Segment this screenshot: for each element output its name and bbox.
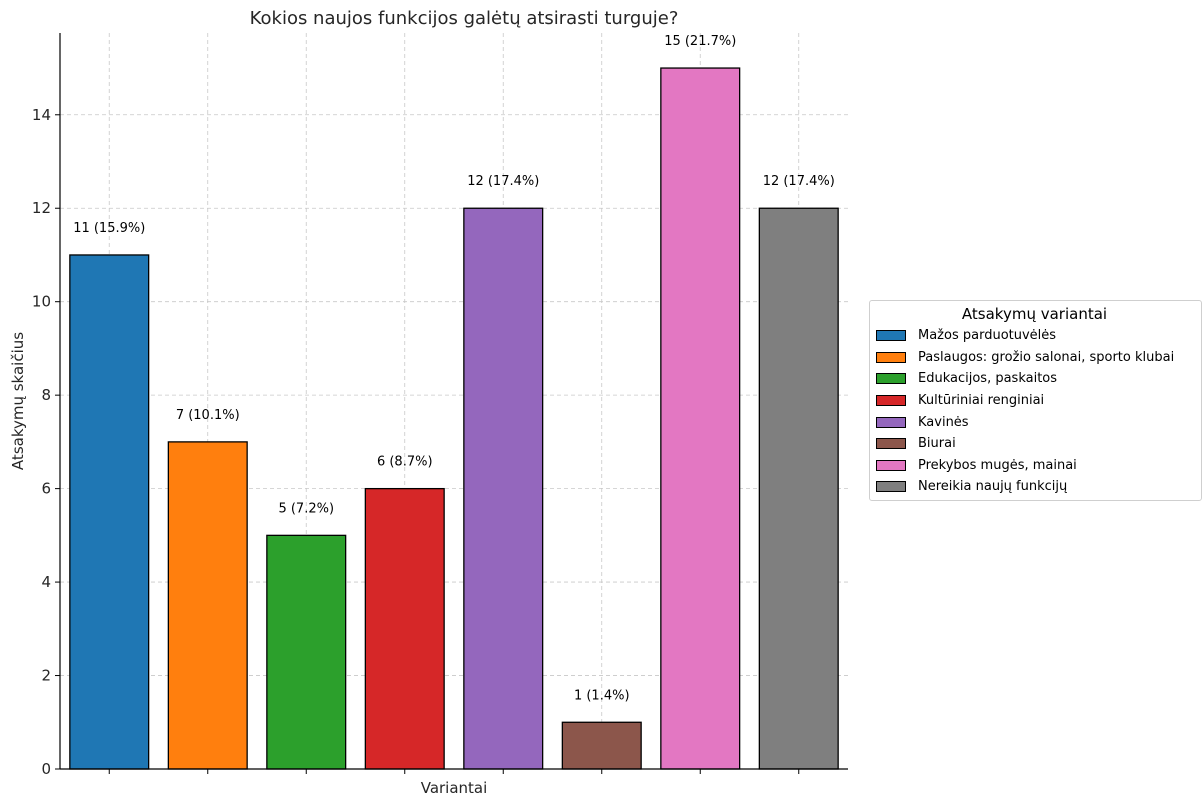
bars [69, 67, 839, 770]
data-label: 11 (15.9%) [73, 221, 145, 236]
legend-item: Nereikia naujų funkcijų [876, 476, 1193, 498]
legend-label: Mažos parduotuvėlės [918, 328, 1057, 344]
x-axis-label: Variantai [421, 779, 488, 797]
chart-title: Kokios naujos funkcijos galėtų atsirasti… [250, 8, 679, 29]
bar [660, 67, 741, 770]
legend-swatch [876, 395, 906, 407]
legend-item: Mažos parduotuvėlės [876, 325, 1193, 347]
data-label: 5 (7.2%) [278, 501, 334, 516]
legend-swatch [876, 373, 906, 385]
y-tick-label: 8 [41, 386, 51, 404]
legend-item: Kultūriniai renginiai [876, 390, 1193, 412]
legend-label: Nereikia naujų funkcijų [918, 479, 1068, 495]
data-label: 7 (10.1%) [176, 408, 240, 423]
legend-items: Mažos parduotuvėlės Paslaugos: grožio sal… [876, 325, 1193, 498]
legend-swatch [876, 330, 906, 342]
bar [463, 207, 544, 770]
legend-item: Prekybos mugės, mainai [876, 455, 1193, 477]
y-tick-label: 12 [32, 199, 51, 217]
legend: Atsakymų variantai Mažos parduotuvėlės Pa… [869, 300, 1202, 501]
y-tick-label: 6 [41, 480, 51, 498]
legend-item: Kavinės [876, 411, 1193, 433]
y-axis-label: Atsakymų skaičius [9, 332, 27, 470]
data-label: 6 (8.7%) [377, 455, 433, 470]
legend-label: Prekybos mugės, mainai [918, 457, 1077, 473]
legend-label: Kavinės [918, 414, 969, 430]
legend-label: Biurai [918, 436, 956, 452]
legend-label: Edukacijos, paskaitos [918, 371, 1058, 387]
bar [266, 534, 347, 770]
y-tick-label: 10 [32, 293, 51, 311]
bar [364, 487, 445, 770]
y-tick-label: 2 [41, 667, 51, 685]
y-tick-label: 0 [41, 760, 51, 778]
legend-swatch [876, 416, 906, 428]
legend-swatch [876, 438, 906, 450]
bar [69, 254, 150, 770]
legend-title: Atsakymų variantai [961, 305, 1108, 323]
legend-item: Edukacijos, paskaitos [876, 368, 1193, 390]
legend-item: Paslaugos: grožio salonai, sporto klubai [876, 347, 1193, 369]
legend-swatch [876, 351, 906, 363]
data-label: 12 (17.4%) [763, 174, 835, 189]
bar [167, 441, 248, 770]
data-label: 15 (21.7%) [664, 34, 736, 49]
legend-label: Kultūriniai renginiai [918, 393, 1045, 409]
data-label: 1 (1.4%) [574, 688, 630, 703]
data-labels: 11 (15.9%) 7 (10.1%) 5 (7.2%) 6 (8.7%) 12 (1… [73, 34, 835, 703]
axes: 0 2 4 6 8 10 12 14 [32, 33, 848, 778]
y-tick-label: 14 [32, 106, 51, 124]
legend-item: Biurai [876, 433, 1193, 455]
bar [758, 207, 839, 770]
legend-swatch [876, 459, 906, 471]
data-label: 12 (17.4%) [467, 174, 539, 189]
bar [561, 721, 642, 770]
legend-label: Paslaugos: grožio salonai, sporto klubai [918, 349, 1175, 365]
legend-swatch [876, 481, 906, 493]
y-tick-label: 4 [41, 573, 51, 591]
